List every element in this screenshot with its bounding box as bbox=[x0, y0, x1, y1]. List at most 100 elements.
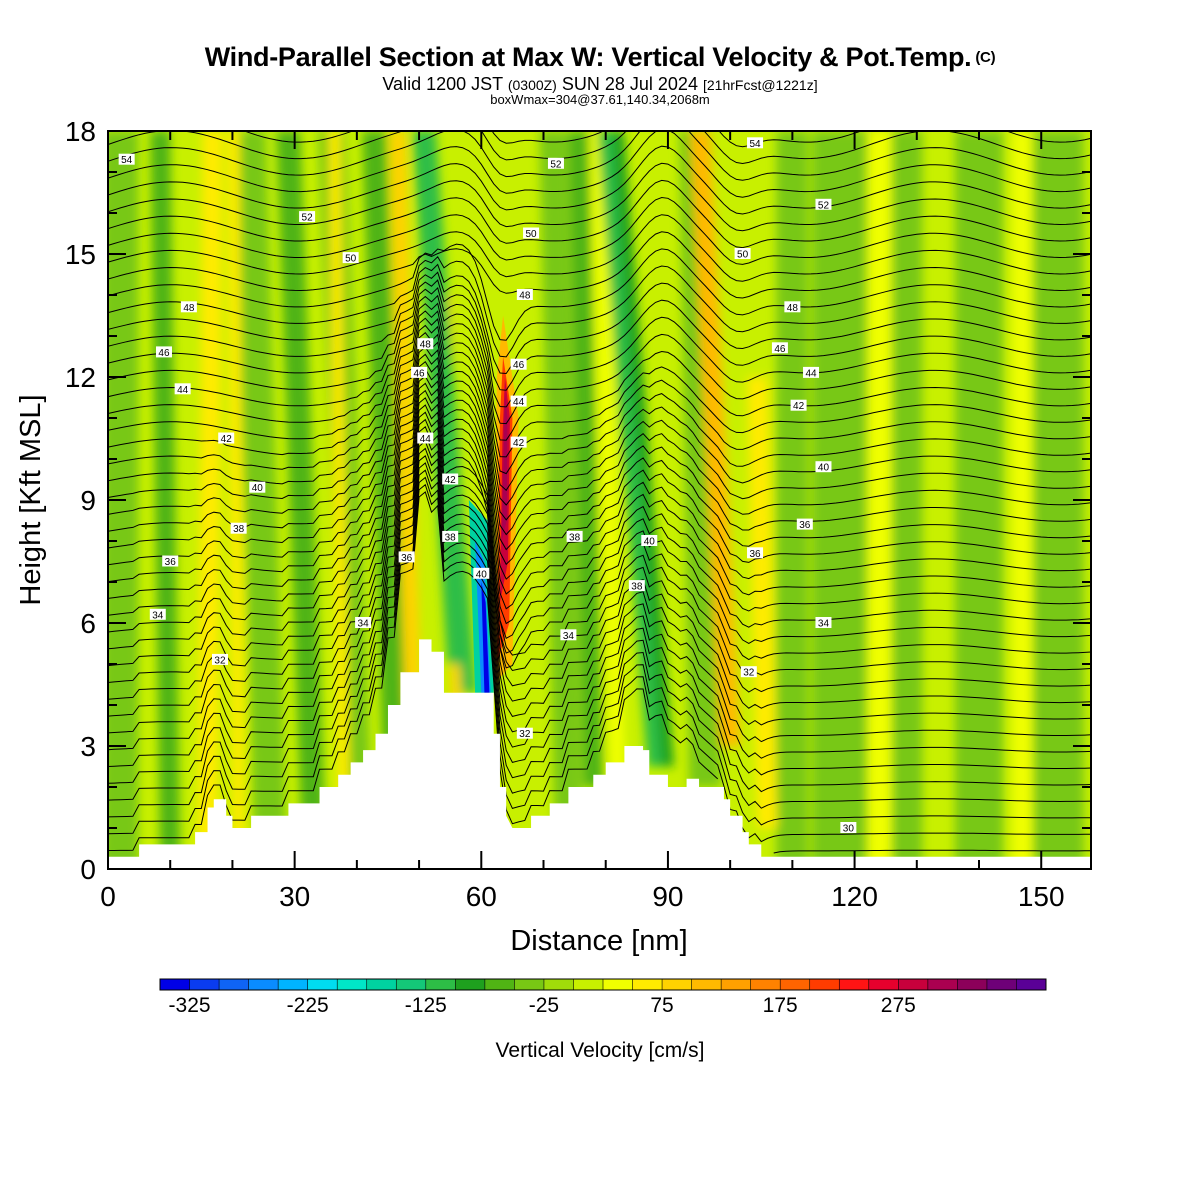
contour-label-text: 36 bbox=[165, 557, 177, 568]
velocity-band bbox=[227, 131, 245, 869]
velocity-band bbox=[568, 131, 604, 787]
colorbar-swatch bbox=[248, 979, 279, 990]
contour-label-text: 36 bbox=[799, 520, 811, 531]
contour-label-bg bbox=[211, 653, 228, 665]
box-info: boxWmax=304@37.61,140.34,2068m bbox=[490, 92, 710, 107]
colorbar: -325 -225 -125 -25 75 175 275 bbox=[159, 978, 1047, 1017]
theta-contour bbox=[108, 255, 1091, 358]
colorbar-swatch bbox=[425, 979, 456, 990]
velocity-band bbox=[276, 131, 326, 828]
contour-label: 50 bbox=[342, 252, 359, 265]
colorbar-tick-label: 175 bbox=[763, 994, 798, 1017]
contour-label-text: 34 bbox=[152, 610, 164, 621]
theta-contour bbox=[108, 243, 1091, 341]
colorbar-swatch bbox=[189, 979, 220, 990]
x-tick-label: 120 bbox=[831, 881, 878, 912]
contour-label-bg bbox=[249, 481, 266, 493]
contour-label-bg bbox=[174, 383, 191, 395]
colorbar-swatch bbox=[662, 979, 693, 990]
contour-label: 44 bbox=[417, 432, 434, 445]
colorbar-swatch bbox=[986, 979, 1017, 990]
contour-label: 46 bbox=[510, 358, 527, 371]
forecast-info: [21hrFcst@1221z] bbox=[702, 77, 818, 93]
contour-label-bg bbox=[784, 301, 801, 313]
contour-label: 46 bbox=[411, 366, 428, 379]
theta-contour bbox=[108, 145, 1091, 215]
velocity-band bbox=[955, 131, 1004, 869]
contour-label-bg bbox=[747, 547, 764, 559]
contour-label-text: 38 bbox=[445, 532, 457, 543]
contour-labels: 54 52 50 48 46 44 42 40 38 36 34 32 48 46 44 42 38 40 36 34… bbox=[118, 137, 857, 835]
contour-label: 36 bbox=[747, 547, 764, 560]
contour-label-text: 50 bbox=[737, 250, 749, 261]
contour-label-text: 44 bbox=[513, 397, 525, 408]
contour-label-bg bbox=[510, 358, 527, 370]
velocity-band bbox=[1023, 131, 1084, 869]
contour-label-bg bbox=[473, 567, 490, 579]
chart-subtitle: Valid 1200 JST (0300Z) SUN 28 Jul 2024 [… bbox=[0, 74, 1200, 95]
contour-label-bg bbox=[740, 666, 757, 678]
contour-label: 44 bbox=[510, 395, 527, 408]
contour-label-bg bbox=[118, 153, 135, 165]
x-tick-label: 0 bbox=[100, 881, 116, 912]
contour-label: 48 bbox=[417, 338, 434, 351]
contour-label-bg bbox=[417, 338, 434, 350]
colorbar-swatch bbox=[278, 979, 309, 990]
contour-label-text: 54 bbox=[121, 155, 133, 166]
contour-label-bg bbox=[218, 432, 235, 444]
y-tick-label: 15 bbox=[65, 239, 96, 270]
contour-label-bg bbox=[510, 436, 527, 448]
contour-label: 42 bbox=[510, 436, 527, 449]
velocity-band bbox=[776, 131, 809, 869]
colorbar-swatch bbox=[750, 979, 781, 990]
contour-label-bg bbox=[155, 346, 172, 358]
contour-label-text: 40 bbox=[476, 569, 488, 580]
contour-label-text: 38 bbox=[233, 524, 245, 535]
contour-label-bg bbox=[442, 530, 459, 542]
contour-label: 50 bbox=[523, 227, 540, 240]
theta-contour bbox=[108, 286, 1091, 425]
contour-label: 48 bbox=[784, 301, 801, 314]
x-tick-label: 60 bbox=[466, 881, 497, 912]
x-axis: 0 30 60 90 120 150 bbox=[100, 131, 1065, 912]
contour-label-text: 46 bbox=[513, 360, 525, 371]
velocity-band bbox=[597, 131, 664, 767]
contour-label-text: 44 bbox=[177, 385, 189, 396]
contour-label-text: 50 bbox=[345, 254, 357, 265]
contour-label-text: 52 bbox=[302, 213, 314, 224]
colorbar-swatch bbox=[396, 979, 427, 990]
x-tick-label: 150 bbox=[1018, 881, 1065, 912]
contour-label: 52 bbox=[547, 157, 564, 170]
contour-label-text: 52 bbox=[818, 200, 830, 211]
theta-contour bbox=[108, 317, 1091, 491]
contour-label-bg bbox=[149, 608, 166, 620]
y-tick-label: 3 bbox=[80, 731, 96, 762]
colorbar-swatch bbox=[455, 979, 486, 990]
theta-contour bbox=[108, 454, 1091, 776]
downdraft-core bbox=[481, 582, 490, 693]
theta-contour bbox=[242, 131, 1091, 148]
theta-contour bbox=[108, 440, 1091, 743]
contour-label-text: 34 bbox=[563, 631, 575, 642]
colorbar-swatch bbox=[219, 979, 250, 990]
contour-label-text: 42 bbox=[445, 475, 457, 486]
velocity-band bbox=[886, 131, 923, 869]
contour-label: 38 bbox=[442, 530, 459, 543]
contour-label-bg bbox=[442, 473, 459, 485]
theta-contour bbox=[108, 411, 1091, 677]
contour-label-text: 32 bbox=[519, 729, 531, 740]
colorbar-swatch bbox=[809, 979, 840, 990]
colorbar-swatch bbox=[514, 979, 545, 990]
contour-label-bg bbox=[747, 137, 764, 149]
valid-time-zulu: (0300Z) bbox=[507, 77, 557, 93]
contour-label-bg bbox=[560, 629, 577, 641]
theta-contour bbox=[108, 353, 1091, 566]
velocity-band bbox=[539, 131, 583, 828]
theta-contour bbox=[108, 433, 1091, 726]
contour-label-bg bbox=[411, 366, 428, 378]
theta-contour bbox=[108, 231, 1091, 299]
theta-contour bbox=[108, 447, 1091, 759]
colorbar-swatch bbox=[484, 979, 515, 990]
contour-label: 48 bbox=[180, 301, 197, 314]
colorbar-swatch bbox=[160, 979, 191, 990]
